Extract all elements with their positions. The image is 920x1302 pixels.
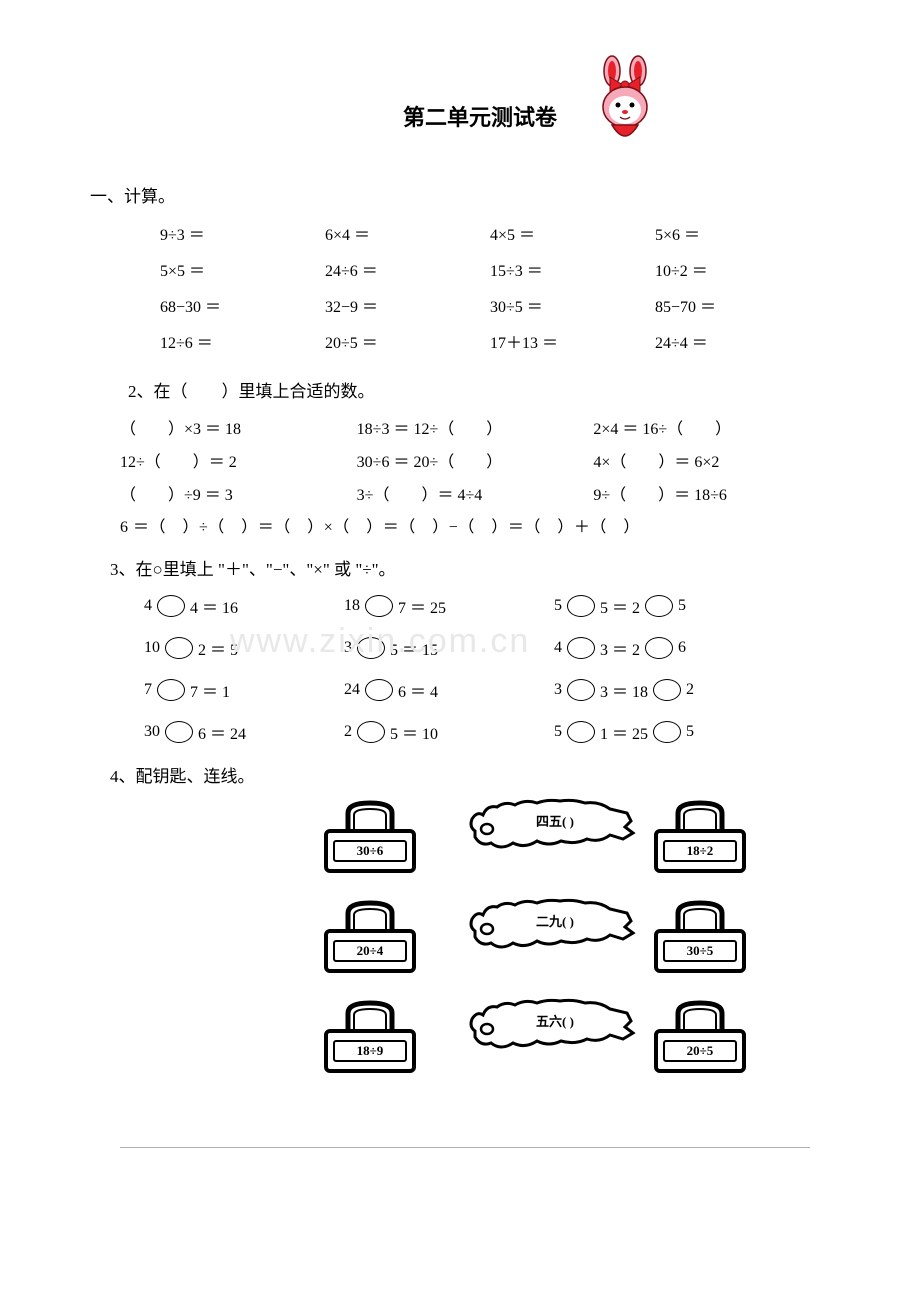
operator-blank-icon [653, 679, 681, 701]
q3-label: 3、在○里填上 "＋"、"−"、"×" 或 "÷"。 [110, 555, 830, 580]
key-icon: 二九( ) [465, 891, 640, 971]
q1-cell: 10÷2 ＝ [655, 257, 820, 281]
page-title: 第二单元测试卷 [403, 100, 557, 132]
operator-blank-icon [165, 637, 193, 659]
q1-cell: 24÷6 ＝ [325, 257, 490, 281]
q2-cell: 18÷3 ＝ 12÷（ ） [357, 414, 594, 447]
svg-text:20÷5: 20÷5 [687, 1043, 714, 1058]
q1-cell: 15÷3 ＝ [490, 257, 655, 281]
operator-blank-icon [365, 679, 393, 701]
operator-blank-icon [653, 721, 681, 743]
operator-blank-icon [157, 679, 185, 701]
q2-cell: 12÷（ ）＝ 2 [120, 447, 357, 480]
q1-cell: 24÷4 ＝ [655, 329, 820, 353]
svg-text:20÷4: 20÷4 [357, 943, 384, 958]
operator-blank-icon [357, 637, 385, 659]
q1-cell: 5×6 ＝ [655, 221, 820, 245]
q4-label: 4、配钥匙、连线。 [110, 762, 830, 787]
svg-text:五六( ): 五六( ) [536, 1014, 574, 1029]
mascot-icon [590, 55, 660, 145]
operator-blank-icon [645, 637, 673, 659]
q2-cell: 4×（ ）＝ 6×2 [593, 447, 830, 480]
q1-cell: 85−70 ＝ [655, 293, 820, 317]
operator-blank-icon [165, 721, 193, 743]
q1-cell: 20÷5 ＝ [325, 329, 490, 353]
q2-label: 2、在（ ）里填上合适的数。 [128, 377, 830, 402]
q2-line4: 6 ＝（ ）÷（ ）＝（ ）×（ ）＝（ ）−（ ）＝（ ）＋（ ） [120, 512, 830, 545]
q2-cell: 3÷（ ）＝ 4÷4 [357, 480, 594, 513]
svg-text:四五( ): 四五( ) [536, 814, 574, 829]
svg-text:30÷5: 30÷5 [687, 943, 714, 958]
q2-cell: 9÷（ ）＝ 18÷6 [593, 480, 830, 513]
lock-icon: 30÷6 [320, 797, 420, 880]
q1-grid: 9÷3 ＝ 6×4 ＝ 4×5 ＝ 5×6 ＝ 5×5 ＝ 24÷6 ＝ 15÷… [160, 221, 830, 353]
key-icon: 四五( ) [465, 791, 640, 871]
q1-cell: 30÷5 ＝ [490, 293, 655, 317]
lock-icon: 18÷9 [320, 997, 420, 1080]
lock-icon: 20÷4 [320, 897, 420, 980]
lock-icon: 30÷5 [650, 897, 750, 980]
operator-blank-icon [567, 637, 595, 659]
operator-blank-icon [567, 679, 595, 701]
q1-cell: 17＋13 ＝ [490, 329, 655, 353]
lock-icon: 20÷5 [650, 997, 750, 1080]
q1-cell: 4×5 ＝ [490, 221, 655, 245]
operator-blank-icon [567, 595, 595, 617]
operator-blank-icon [567, 721, 595, 743]
q1-cell: 68−30 ＝ [160, 293, 325, 317]
q2-cell: 2×4 ＝ 16÷（ ） [593, 414, 830, 447]
key-icon: 五六( ) [465, 991, 640, 1071]
svg-text:18÷9: 18÷9 [357, 1043, 384, 1058]
operator-blank-icon [645, 595, 673, 617]
q2-cell: （ ）÷9 ＝ 3 [120, 480, 357, 513]
operator-blank-icon [365, 595, 393, 617]
q2-block: （ ）×3 ＝ 18 18÷3 ＝ 12÷（ ） 2×4 ＝ 16÷（ ） 12… [120, 414, 830, 545]
operator-blank-icon [157, 595, 185, 617]
operator-blank-icon [357, 721, 385, 743]
q1-cell: 32−9 ＝ [325, 293, 490, 317]
q4-area: 30÷6 18÷2 20÷4 30÷5 18÷9 20÷5 四五( ) 二九( ) 五六( ) [220, 797, 830, 1107]
q1-cell: 5×5 ＝ [160, 257, 325, 281]
q2-cell: 30÷6 ＝ 20÷（ ） [357, 447, 594, 480]
svg-text:二九( ): 二九( ) [536, 914, 574, 929]
svg-text:30÷6: 30÷6 [357, 843, 384, 858]
lock-icon: 18÷2 [650, 797, 750, 880]
section-1-heading: 一、计算。 [90, 182, 830, 207]
q3-block: 44 ＝ 16187 ＝ 2555 ＝ 25102 ＝ 535 ＝ 1543 ＝… [144, 594, 830, 744]
q1-cell: 9÷3 ＝ [160, 221, 325, 245]
q1-cell: 6×4 ＝ [325, 221, 490, 245]
q1-cell: 12÷6 ＝ [160, 329, 325, 353]
footer-divider [120, 1147, 810, 1148]
svg-text:18÷2: 18÷2 [687, 843, 714, 858]
q2-cell: （ ）×3 ＝ 18 [120, 414, 357, 447]
